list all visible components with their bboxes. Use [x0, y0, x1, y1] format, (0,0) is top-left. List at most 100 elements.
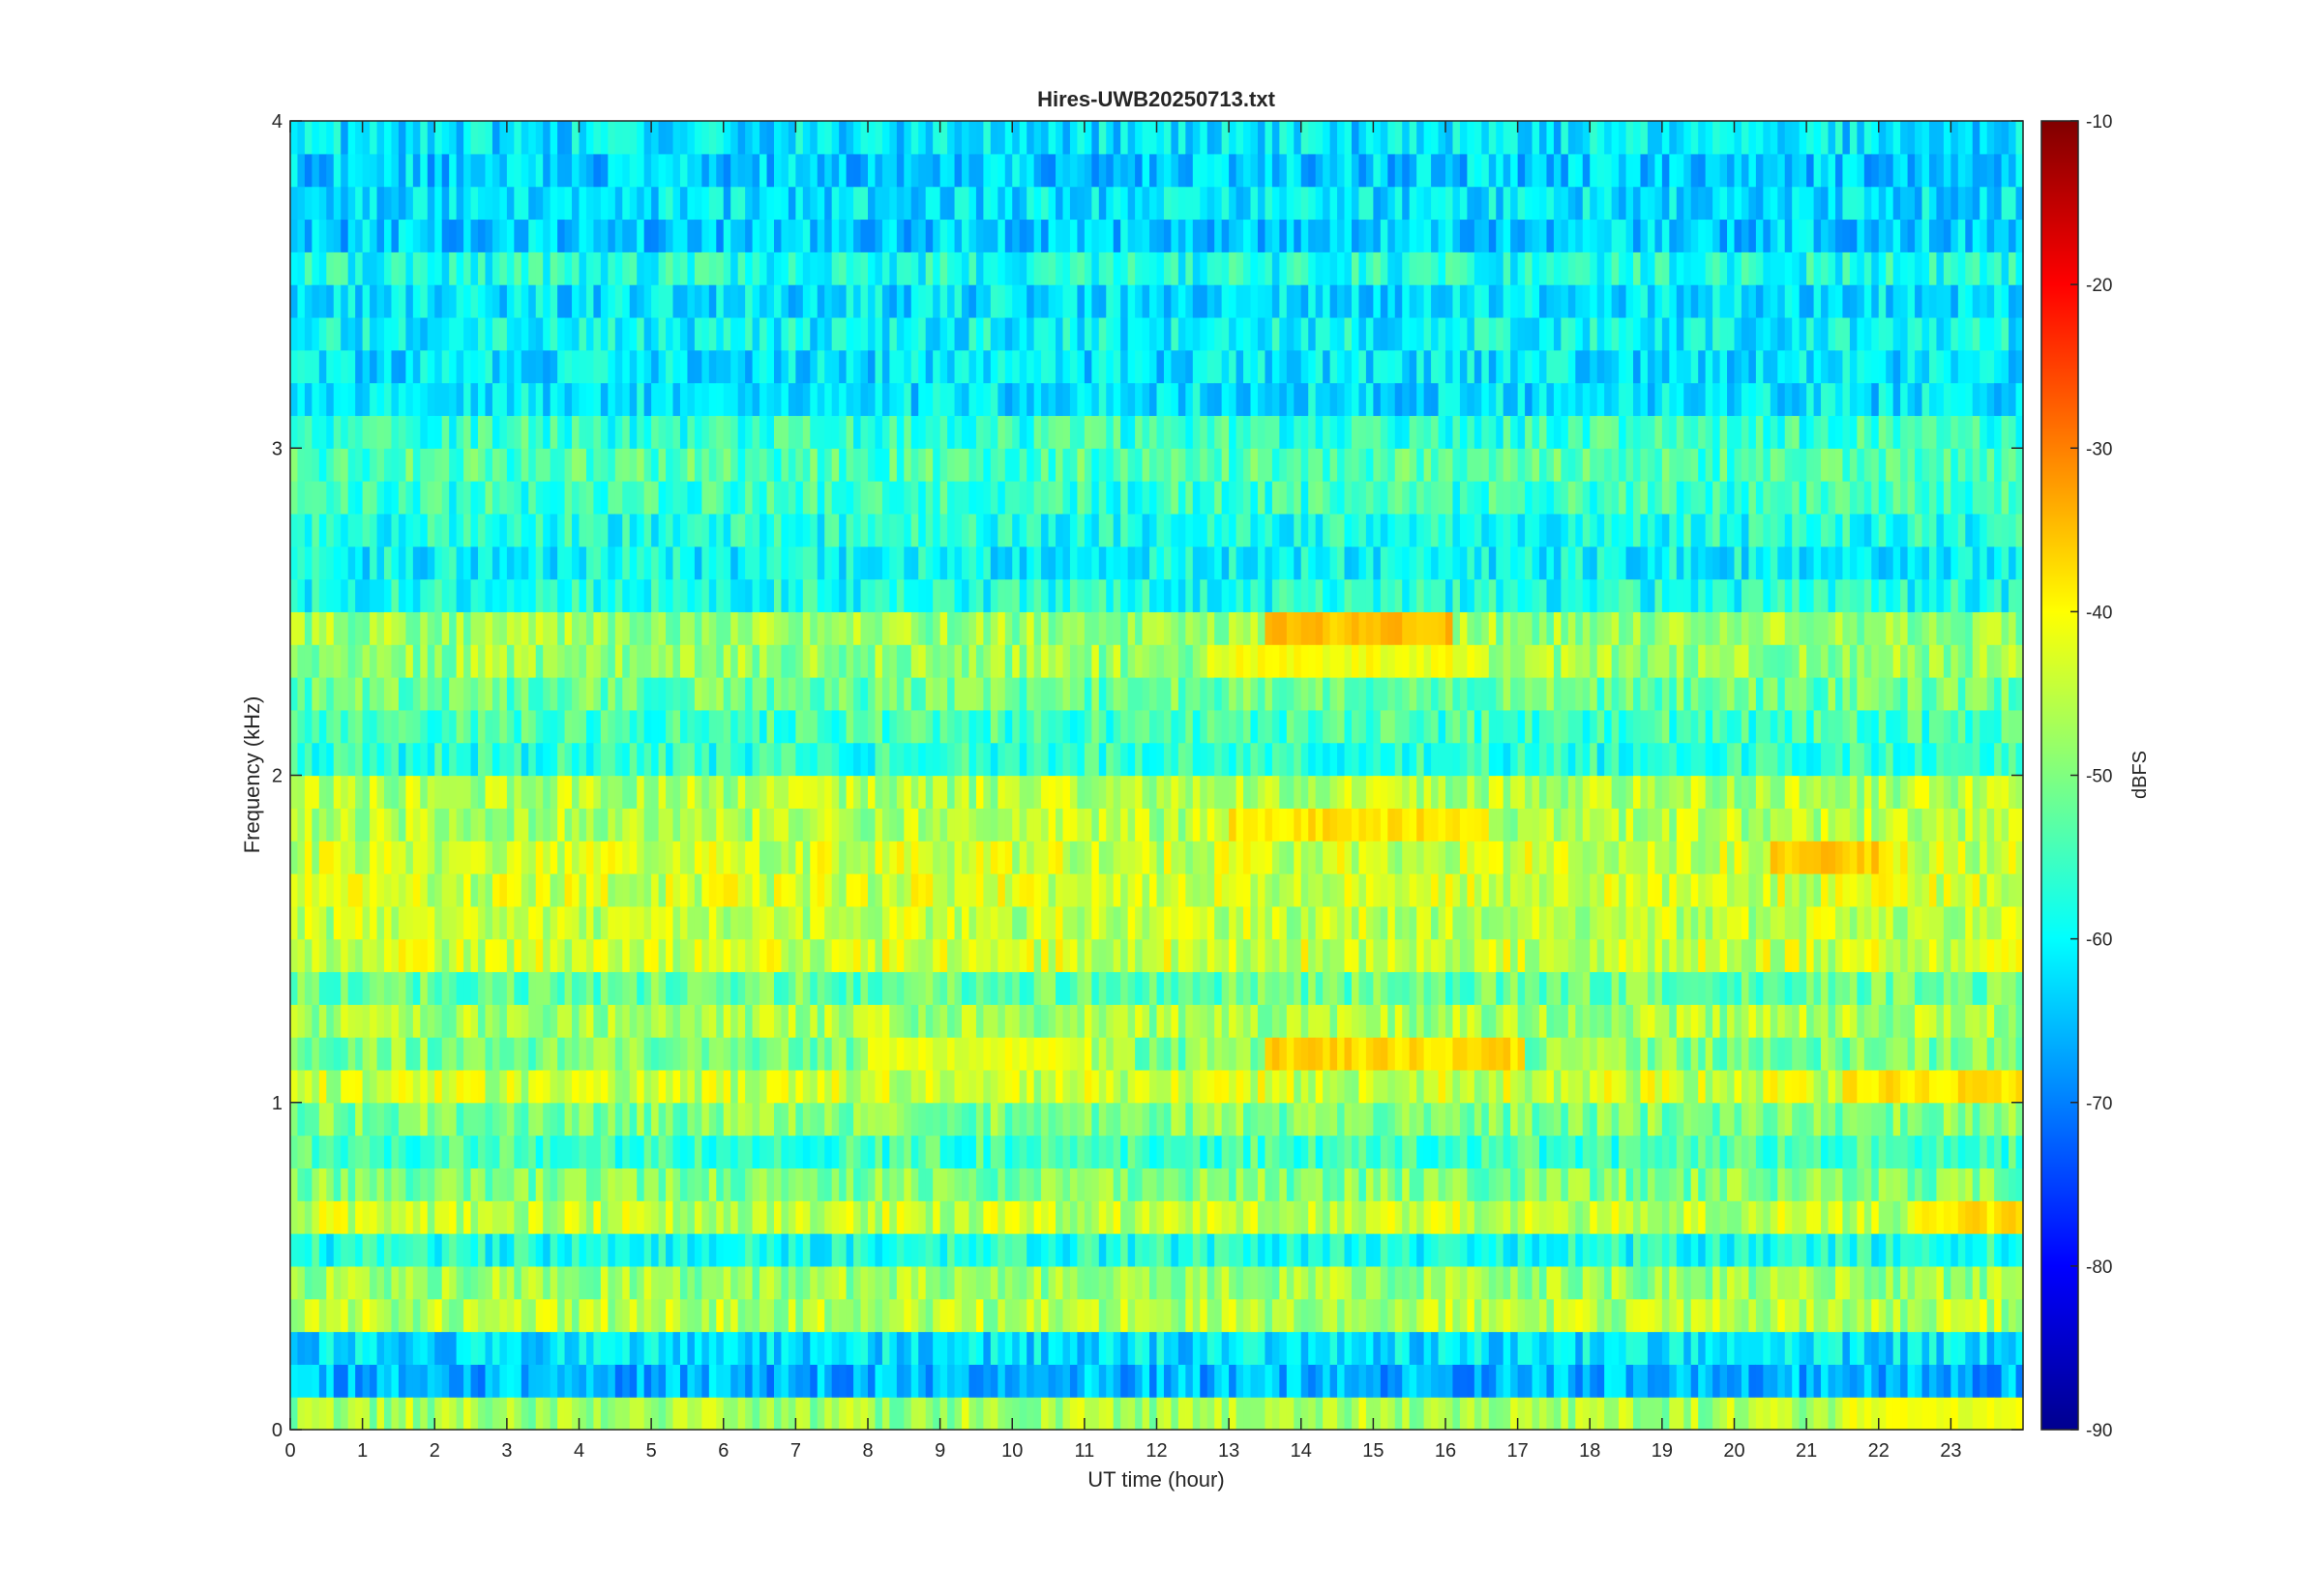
heatmap-cell [405, 808, 414, 842]
heatmap-cell [658, 219, 667, 252]
heatmap-cell [463, 808, 472, 842]
heatmap-cell [1077, 219, 1086, 252]
heatmap-cell [543, 546, 551, 580]
heatmap-cell [355, 546, 364, 580]
heatmap-cell [868, 841, 877, 874]
heatmap-cell [318, 316, 327, 351]
heatmap-cell [1062, 1265, 1071, 1300]
heatmap-cell [975, 578, 984, 612]
heatmap-cell [759, 872, 768, 907]
heatmap-cell [564, 219, 573, 252]
heatmap-cell [290, 513, 299, 547]
heatmap-cell [730, 1004, 739, 1038]
heatmap-cell [759, 578, 768, 612]
heatmap-cell [1142, 938, 1150, 973]
heatmap-cell [831, 284, 840, 318]
heatmap-cell [997, 611, 1006, 645]
heatmap-cell [1033, 1233, 1042, 1267]
heatmap-cell [666, 611, 674, 645]
heatmap-cell [290, 1397, 299, 1431]
heatmap-cell [933, 938, 941, 973]
heatmap-cell [1033, 121, 1042, 155]
heatmap-cell [997, 186, 1006, 221]
heatmap-cell [1177, 808, 1186, 842]
heatmap-cell [405, 1364, 414, 1398]
heatmap-cell [637, 1037, 645, 1071]
heatmap-cell [875, 153, 883, 188]
heatmap-cell [1135, 644, 1144, 678]
heatmap-cell [622, 513, 631, 547]
heatmap-cell [817, 219, 825, 252]
heatmap-cell [1142, 1167, 1150, 1201]
heatmap-cell [290, 219, 299, 252]
heatmap-cell [629, 1102, 638, 1137]
heatmap-cell [817, 644, 825, 678]
heatmap-cell [983, 121, 992, 155]
heatmap-cell [1091, 513, 1100, 547]
heatmap-cell [614, 709, 623, 744]
heatmap-cell [391, 448, 400, 482]
heatmap-cell [535, 186, 544, 221]
heatmap-cell [1048, 1069, 1057, 1104]
heatmap-cell [304, 382, 313, 417]
heatmap-cell [441, 448, 450, 482]
heatmap-cell [1033, 1397, 1042, 1431]
heatmap-cell [564, 251, 573, 285]
heatmap-cell [1004, 1069, 1013, 1104]
heatmap-cell [694, 775, 702, 809]
heatmap-cell [629, 1167, 638, 1201]
heatmap-cell [506, 513, 515, 547]
heatmap-cell [983, 513, 992, 547]
heatmap-cell [535, 121, 544, 155]
heatmap-cell [759, 1037, 768, 1071]
heatmap-cell [297, 644, 306, 678]
heatmap-cell [506, 905, 515, 940]
heatmap-cell [1120, 1364, 1129, 1398]
heatmap-cells [290, 121, 2024, 1431]
heatmap-cell [347, 1004, 356, 1038]
heatmap-cell [1171, 677, 1179, 711]
heatmap-cell [491, 971, 501, 1005]
heatmap-cell [1142, 121, 1150, 155]
heatmap-cell [954, 1397, 963, 1431]
heatmap-cell [1135, 709, 1144, 744]
heatmap-cell [990, 775, 998, 809]
heatmap-cell [1113, 1331, 1121, 1365]
heatmap-cell [557, 1298, 566, 1333]
heatmap-cell [333, 611, 342, 645]
heatmap-cell [997, 775, 1006, 809]
heatmap-cell [910, 219, 919, 252]
heatmap-cell [1084, 1167, 1092, 1201]
heatmap-cell [1120, 841, 1129, 874]
heatmap-cell [499, 1265, 508, 1300]
heatmap-cell [1156, 611, 1165, 645]
heatmap-cell [910, 415, 919, 449]
heatmap-cell [550, 513, 558, 547]
heatmap-cell [427, 448, 435, 482]
heatmap-cell [304, 186, 313, 221]
heatmap-cell [817, 938, 825, 973]
heatmap-cell [968, 872, 977, 907]
heatmap-cell [1185, 578, 1194, 612]
heatmap-cell [666, 1135, 674, 1169]
heatmap-cell [312, 644, 320, 678]
heatmap-cell [572, 644, 580, 678]
heatmap-cell [600, 1135, 609, 1169]
heatmap-cell [384, 349, 393, 384]
heatmap-cell [355, 971, 364, 1005]
heatmap-cell [658, 415, 667, 449]
heatmap-cell [557, 611, 566, 645]
heatmap-cell [1077, 709, 1086, 744]
heatmap-cell [846, 349, 854, 384]
heatmap-cell [983, 709, 992, 744]
heatmap-cell [679, 1298, 689, 1333]
heatmap-cell [585, 1102, 595, 1137]
heatmap-cell [708, 1233, 717, 1267]
heatmap-cell [297, 1135, 306, 1169]
heatmap-cell [1019, 513, 1027, 547]
heatmap-cell [514, 872, 522, 907]
heatmap-cell [362, 1167, 371, 1201]
heatmap-cell [1113, 938, 1121, 973]
heatmap-cell [875, 644, 883, 678]
heatmap-cell [572, 382, 580, 417]
